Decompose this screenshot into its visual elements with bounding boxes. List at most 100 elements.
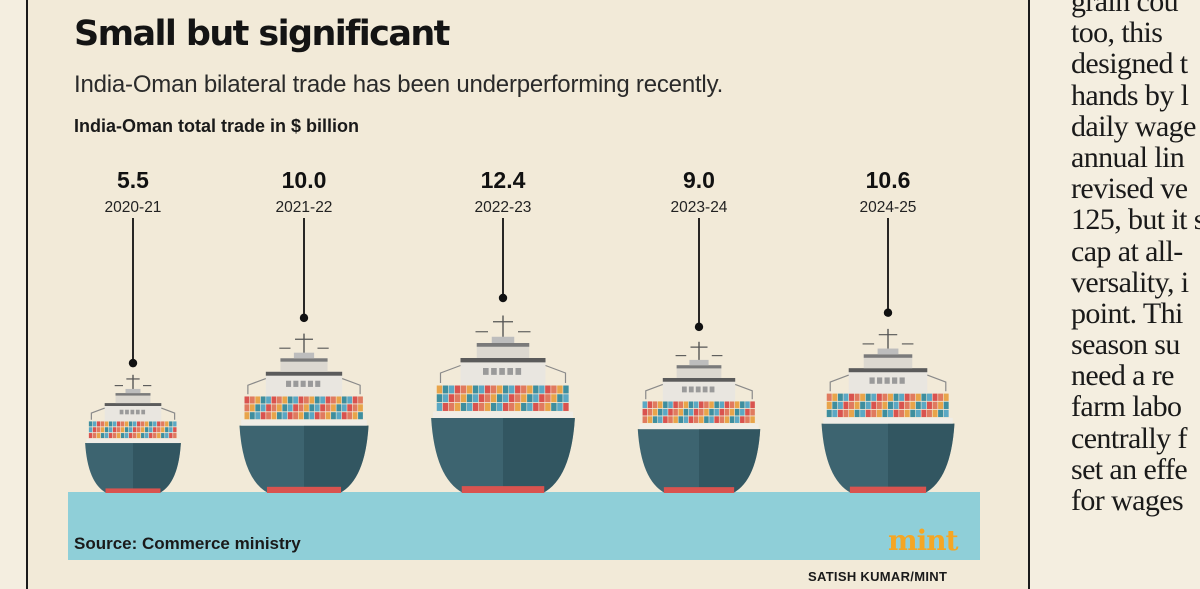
container: [882, 393, 888, 401]
ship-deck: [433, 411, 573, 418]
container: [112, 421, 117, 427]
container: [888, 393, 893, 401]
container: [260, 412, 266, 420]
container: [904, 409, 910, 418]
container: [153, 421, 157, 427]
ship-window: [130, 409, 135, 415]
container: [678, 401, 684, 409]
container: [683, 401, 689, 409]
container: [358, 412, 363, 420]
container: [249, 404, 255, 412]
article-line: cap at all-: [1071, 234, 1183, 268]
container: [557, 385, 563, 394]
container: [309, 404, 315, 412]
container: [478, 403, 485, 411]
container: [244, 404, 250, 412]
container: [699, 401, 704, 409]
container: [490, 403, 497, 411]
container: [271, 412, 277, 420]
container: [161, 427, 165, 433]
container: [478, 385, 485, 394]
container: [314, 404, 320, 412]
container: [699, 408, 704, 416]
container: [116, 421, 121, 427]
category-label: 2024-25: [860, 199, 917, 216]
container: [120, 427, 125, 433]
container: [714, 401, 719, 409]
container: [915, 409, 921, 418]
ship-mark: 12.4 2022-23: [431, 167, 575, 493]
container: [938, 401, 944, 409]
container: [276, 412, 282, 420]
container: [325, 404, 331, 412]
container: [249, 396, 255, 404]
container: [719, 416, 725, 423]
container: [336, 404, 342, 412]
category-label: 2023-24: [671, 199, 728, 216]
container: [714, 408, 719, 416]
ship-window: [307, 380, 313, 387]
container: [137, 427, 141, 433]
container: [709, 401, 714, 409]
container: [515, 394, 521, 403]
container: [347, 404, 353, 412]
category-label: 2021-22: [276, 199, 333, 216]
article-line: set an effe: [1071, 452, 1188, 486]
container: [704, 408, 709, 416]
container: [92, 433, 97, 439]
ship-waterline: [461, 486, 545, 493]
container: [826, 393, 832, 401]
container: [298, 404, 304, 412]
container: [943, 409, 949, 418]
container: [271, 396, 277, 404]
container: [849, 393, 854, 401]
container: [745, 401, 750, 409]
container: [466, 394, 473, 403]
container: [108, 433, 113, 439]
article-line: daily wage: [1071, 109, 1196, 143]
source-note: Source: Commerce ministry: [74, 534, 301, 553]
ship-bridge-roof: [460, 358, 546, 363]
ship-crane: [734, 383, 753, 400]
ship-crane: [545, 364, 567, 383]
value-label: 9.0: [683, 167, 715, 193]
container: [932, 401, 938, 409]
container: [100, 427, 105, 433]
container: [750, 408, 755, 416]
container: [673, 408, 678, 416]
value-label: 10.0: [282, 167, 327, 193]
ship-crane: [161, 407, 176, 420]
container: [293, 404, 298, 412]
container: [128, 427, 133, 433]
container: [120, 421, 125, 427]
container: [169, 421, 173, 427]
container: [860, 409, 866, 418]
container: [153, 427, 157, 433]
container: [287, 396, 293, 404]
ship-window: [491, 368, 497, 375]
container: [484, 385, 491, 394]
article-line: annual lin: [1071, 140, 1185, 174]
article-column: grain cou too, this designed t hands by l da…: [1071, 0, 1200, 516]
container: [460, 403, 467, 411]
container: [904, 393, 910, 401]
container: [876, 393, 882, 401]
container: [882, 409, 888, 418]
container: [358, 396, 363, 404]
container: [688, 401, 694, 409]
container: [673, 401, 678, 409]
container: [293, 412, 298, 420]
container: [876, 401, 882, 409]
container: [854, 401, 860, 409]
ship-window: [125, 409, 129, 415]
container: [539, 385, 545, 394]
container: [893, 401, 899, 409]
container: [287, 412, 293, 420]
container: [161, 421, 165, 427]
container: [157, 433, 161, 439]
container: [271, 404, 277, 412]
container: [904, 401, 910, 409]
container: [734, 416, 740, 423]
container: [719, 408, 725, 416]
container: [724, 416, 730, 423]
